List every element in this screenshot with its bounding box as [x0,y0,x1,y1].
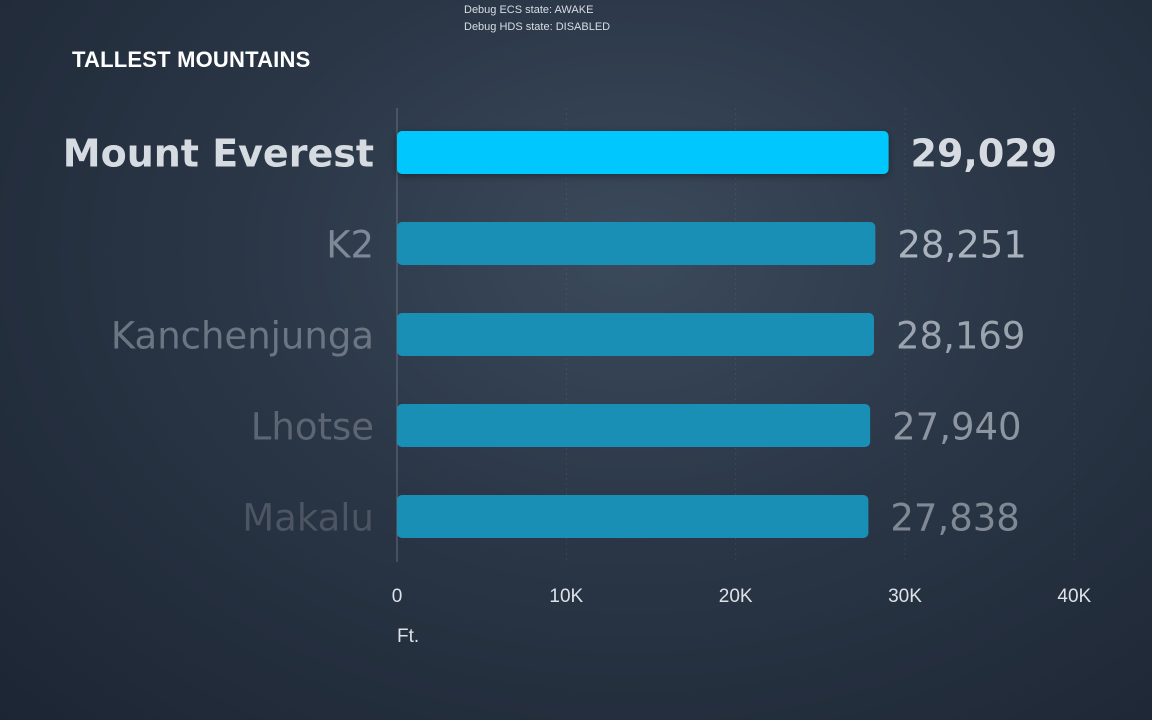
debug-hds-state: Debug HDS state: DISABLED [464,21,611,33]
value-label: 28,251 [897,224,1026,267]
x-axis-label: Ft. [397,626,419,647]
category-label: K2 [326,224,374,267]
debug-overlay: Debug ECS state: AWAKE Debug HDS state: … [464,2,610,36]
bar-mount-everest [397,131,889,174]
x-tick-label: 0 [392,586,403,607]
x-tick-label: 40K [1057,586,1091,607]
x-tick-label: 30K [888,586,922,607]
category-label: Kanchenjunga [111,315,374,358]
bar-k2 [397,222,876,265]
bar-makalu [397,495,869,538]
x-tick-label: 20K [719,586,753,607]
category-label: Mount Everest [63,132,374,176]
category-label: Makalu [242,497,374,540]
bar-lhotse [397,404,871,447]
category-label: Lhotse [251,406,374,449]
bar-kanchenjunga [397,313,874,356]
value-label: 27,940 [892,406,1021,449]
value-label: 29,029 [911,132,1058,176]
value-label: 27,838 [890,497,1019,540]
debug-ecs-state: Debug ECS state: AWAKE [464,4,594,16]
x-tick-label: 10K [549,586,583,607]
value-label: 28,169 [896,315,1025,358]
chart-title: TALLEST MOUNTAINS [72,47,311,72]
